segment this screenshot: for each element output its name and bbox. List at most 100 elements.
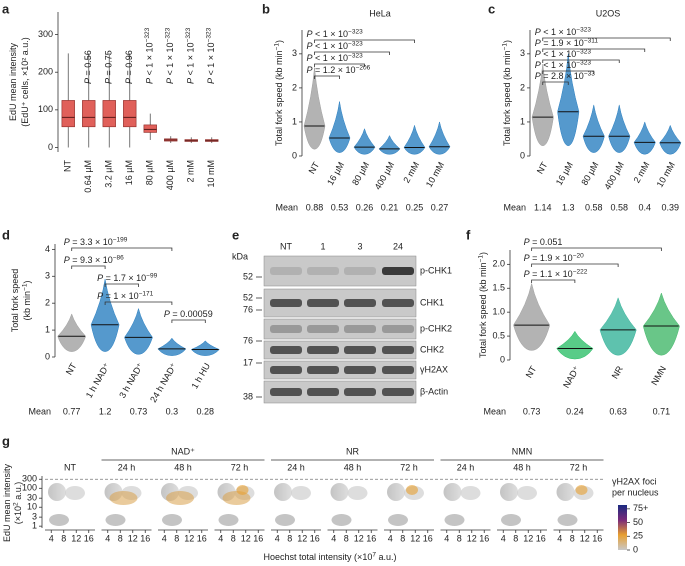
- x-tick-label: 4: [444, 533, 449, 543]
- text-run: = 2.8 × 10: [541, 71, 584, 81]
- facet-label: 72 h: [400, 462, 418, 472]
- text-run: P: [307, 53, 313, 63]
- blot-band: [270, 325, 302, 333]
- band-label: p-CHK1: [420, 265, 452, 275]
- x-tick-label: NMN: [649, 364, 668, 387]
- group-label: NR: [346, 446, 359, 456]
- bracket: [171, 319, 206, 323]
- point-cloud: [49, 514, 69, 526]
- superscript: −33: [584, 70, 595, 77]
- x-tick-label: 8: [457, 533, 462, 543]
- mean-value: 0.25: [406, 202, 424, 212]
- bracket: [314, 39, 415, 43]
- facet-label: 72 h: [570, 462, 588, 472]
- y-tick-label: 30: [27, 493, 37, 503]
- text-run: P: [535, 60, 541, 70]
- superscript: −323: [348, 52, 363, 59]
- p-value: P < 1 × 10−323: [535, 59, 592, 70]
- x-tick-label: 8: [287, 533, 292, 543]
- text-run: = 0.75: [104, 50, 114, 78]
- mean-label: Mean: [275, 202, 298, 212]
- text-run: a.u.): [13, 482, 23, 503]
- point-cloud: [556, 483, 575, 501]
- point-cloud: [105, 514, 126, 526]
- bracket: [104, 283, 139, 287]
- blot-band: [270, 346, 302, 354]
- superscript: 2: [12, 502, 19, 506]
- box: [143, 124, 157, 133]
- x-tick-label: 16: [366, 533, 376, 543]
- blot-band: [270, 388, 302, 396]
- x-tick-label: 4: [331, 533, 336, 543]
- x-tick-label: 12: [184, 533, 194, 543]
- x-tick-label: 4: [275, 533, 280, 543]
- facet-label: 24 h: [457, 462, 475, 472]
- x-tick-label: 0.64 µM: [83, 160, 93, 193]
- facet-label: 48 h: [513, 462, 531, 472]
- y-tick-label: 0: [520, 150, 525, 160]
- facet-label: 24 h: [287, 462, 305, 472]
- text-run: EdU mean intensity: [2, 463, 12, 542]
- superscript: 7: [372, 551, 376, 558]
- text-run: < 1 × 10: [541, 27, 577, 37]
- lane-label: 1: [320, 241, 325, 251]
- text-run: = 1.9 × 10: [530, 253, 573, 263]
- y-axis-label: (EdU⁺ cells, ×10² a.u.): [20, 37, 30, 127]
- swarm: [378, 134, 401, 155]
- text-run: P: [165, 78, 175, 84]
- y-tick-label: 2: [292, 82, 297, 92]
- text-run: = 1 × 10: [103, 291, 139, 301]
- x-tick-label: 4: [105, 533, 110, 543]
- text-run: a.u.): [376, 552, 397, 562]
- y-tick-label: 1: [292, 116, 297, 126]
- x-tick-label: 400 µM: [602, 160, 626, 191]
- text-run: P: [307, 65, 313, 75]
- point-cloud: [162, 514, 182, 526]
- text-run: P: [524, 253, 530, 263]
- swarm: [303, 67, 326, 150]
- text-run: < 1 × 10: [313, 29, 349, 39]
- mean-value: 0.58: [610, 202, 628, 212]
- x-tick-label: 12: [354, 533, 364, 543]
- x-tick-label: 8: [118, 533, 123, 543]
- text-run: < 1 × 10: [145, 42, 155, 78]
- colorbar: [618, 505, 627, 550]
- band-label: β-Actin: [420, 386, 448, 396]
- box: [82, 100, 96, 128]
- y-tick-label: 4: [45, 244, 50, 254]
- swarm: [428, 121, 451, 155]
- x-tick-label: 12: [580, 533, 590, 543]
- panel-label: f: [466, 227, 471, 242]
- bracket: [531, 247, 662, 251]
- box: [123, 100, 137, 128]
- chart-title: HeLa: [369, 8, 391, 18]
- y-tick-label: 300: [38, 29, 53, 39]
- kda-label: kDa: [232, 251, 248, 261]
- band-label: CHK1: [420, 297, 444, 307]
- point-cloud: [500, 483, 518, 501]
- x-tick-label: NR: [610, 364, 625, 381]
- superscript: −86: [113, 254, 124, 261]
- mean-value: 0.26: [356, 202, 374, 212]
- x-tick-label: 4: [501, 533, 506, 543]
- x-tick-label: 80 µM: [579, 160, 600, 187]
- text-run: = 0.56: [83, 50, 93, 78]
- point-cloud: [517, 486, 537, 500]
- x-tick-label: 16 µM: [554, 160, 575, 187]
- x-tick-label: 3 h NAD⁺: [117, 361, 145, 400]
- p-value: P = 1 × 10−171: [97, 290, 154, 301]
- x-tick-label: 80 µM: [350, 160, 371, 187]
- mean-value: 0.28: [197, 406, 215, 416]
- superscript: −323: [348, 40, 363, 47]
- y-tick-label: 3: [45, 271, 50, 281]
- text-run: ): [478, 252, 488, 255]
- superscript: −323: [348, 28, 363, 35]
- swarm: [608, 104, 631, 153]
- y-axis-label: (×102 a.u.): [12, 482, 23, 524]
- x-tick-label: 8: [570, 533, 575, 543]
- swarm: [557, 53, 580, 147]
- text-run: = 0.96: [124, 50, 134, 78]
- y-tick-label: 3: [292, 48, 297, 58]
- blot-band: [344, 299, 376, 307]
- colorbar-tick-label: 0: [633, 544, 638, 554]
